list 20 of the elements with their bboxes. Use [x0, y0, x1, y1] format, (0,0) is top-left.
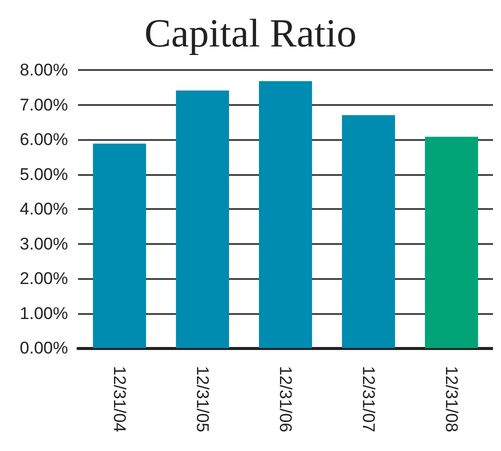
x-tick-label: 12/31/06 — [276, 366, 295, 432]
x-tick-label: 12/31/08 — [442, 366, 461, 432]
bar — [176, 90, 230, 348]
x-tick-label: 12/31/05 — [193, 366, 212, 432]
y-tick-label: 2.00% — [20, 269, 68, 288]
y-tick-label: 1.00% — [20, 304, 68, 323]
y-tick-label: 3.00% — [20, 234, 68, 254]
y-tick-label: 5.00% — [20, 164, 68, 184]
bar — [258, 81, 312, 348]
x-tick-label: 12/31/04 — [110, 366, 129, 432]
bar — [424, 136, 478, 348]
y-tick-label: 8.00% — [20, 60, 68, 80]
y-tick-label: 7.00% — [20, 95, 68, 114]
x-tick-label: 12/31/07 — [359, 366, 378, 432]
chart-title: Capital Ratio — [144, 10, 357, 56]
y-tick-label: 6.00% — [20, 130, 68, 149]
y-tick-label: 0.00% — [20, 338, 68, 358]
y-tick-label: 4.00% — [20, 200, 68, 218]
bar — [342, 115, 396, 348]
bar — [92, 144, 146, 348]
